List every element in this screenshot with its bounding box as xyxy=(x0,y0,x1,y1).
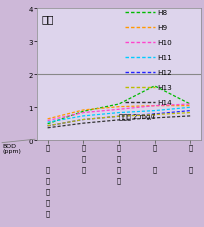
Text: 東: 東 xyxy=(45,144,49,151)
Text: 橋: 橋 xyxy=(45,210,49,216)
Text: H14: H14 xyxy=(156,99,171,105)
Text: 中: 中 xyxy=(152,166,156,173)
Text: 両: 両 xyxy=(116,144,120,151)
Text: 河: 河 xyxy=(187,144,191,151)
Text: H9: H9 xyxy=(156,25,166,31)
Text: 観: 観 xyxy=(45,166,49,173)
Text: 浜: 浜 xyxy=(152,144,156,151)
Text: BOD
(ppm): BOD (ppm) xyxy=(2,143,21,153)
Text: H11: H11 xyxy=(156,55,171,61)
Text: 蛊: 蛊 xyxy=(81,144,85,151)
Text: 赤川: 赤川 xyxy=(42,14,54,24)
Text: 宿: 宿 xyxy=(81,155,85,162)
Text: 川: 川 xyxy=(116,166,120,173)
Text: H12: H12 xyxy=(156,69,171,76)
Text: 橋: 橋 xyxy=(81,166,85,173)
Text: H13: H13 xyxy=(156,84,171,90)
Text: 点: 点 xyxy=(45,199,49,205)
Text: 基準値 2 mg/ℓ: 基準値 2 mg/ℓ xyxy=(118,114,154,121)
Text: 口: 口 xyxy=(187,166,191,173)
Text: 橋: 橋 xyxy=(116,177,120,183)
Text: H10: H10 xyxy=(156,40,171,46)
Text: 田: 田 xyxy=(116,155,120,162)
Text: 測: 測 xyxy=(45,177,49,183)
Text: 地: 地 xyxy=(45,188,49,194)
Text: H8: H8 xyxy=(156,10,166,16)
